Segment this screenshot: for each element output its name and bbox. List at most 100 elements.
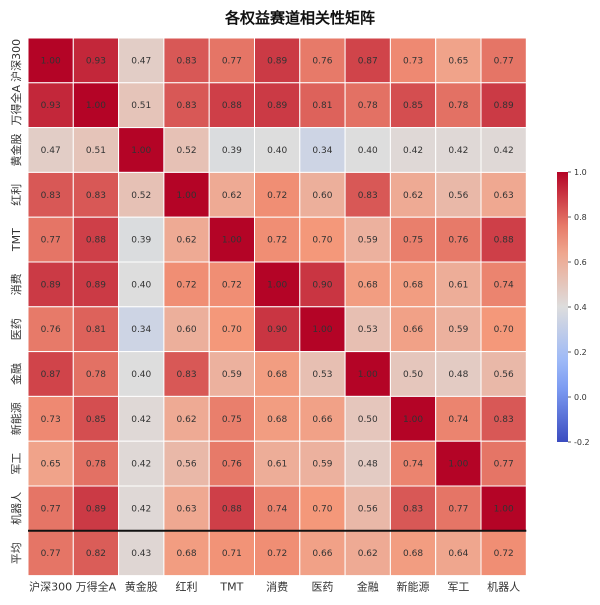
column-tick-label: 金融 <box>357 580 379 594</box>
cell-value-label: 0.70 <box>494 325 514 335</box>
heatmap-cell <box>27 261 74 308</box>
cell-value-label: 0.78 <box>86 460 106 470</box>
heatmap-cell <box>72 37 120 84</box>
heatmap-cell <box>480 82 527 129</box>
heatmap-cell <box>344 82 391 129</box>
row-tick-label: 万得全A <box>9 84 23 125</box>
row-tick-label: 消费 <box>9 273 23 295</box>
heatmap-cell <box>435 82 482 129</box>
heatmap-cell <box>254 37 301 84</box>
colorbar: 1.0 0.8 0.6 0.4 0.2 0.0 -0.2 <box>557 168 590 447</box>
cell-value-label: 0.93 <box>41 101 61 111</box>
cell-value-label: 1.00 <box>222 236 242 246</box>
row-tick-label: 金融 <box>9 363 23 385</box>
cell-value-label: 0.59 <box>312 460 332 470</box>
column-tick-label: 新能源 <box>397 580 430 594</box>
cell-value-label: 0.40 <box>358 146 378 156</box>
cell-value-label: 0.68 <box>403 549 423 559</box>
heatmap-cell <box>254 171 301 218</box>
heatmap-cell <box>208 485 255 532</box>
cell-value-label: 0.90 <box>267 325 287 335</box>
heatmap-cell <box>27 395 74 442</box>
heatmap-cell <box>344 306 391 353</box>
heatmap-cell <box>72 306 120 353</box>
heatmap-cell <box>389 306 437 353</box>
colorbar-tick-label: 1.0 <box>574 168 587 177</box>
cell-value-label: 0.39 <box>131 236 151 246</box>
column-tick-label: TMT <box>219 581 243 594</box>
cell-value-label: 0.63 <box>177 504 197 514</box>
cell-value-label: 0.59 <box>222 370 242 380</box>
cell-value-label: 0.60 <box>177 325 197 335</box>
colorbar-tick-label: 0.8 <box>574 213 587 222</box>
cell-value-label: 0.76 <box>448 236 468 246</box>
cell-value-label: 0.83 <box>177 56 197 66</box>
heatmap-cell <box>480 306 527 353</box>
cell-value-label: 0.62 <box>222 191 242 201</box>
cell-value-label: 0.85 <box>403 101 423 111</box>
cell-value-label: 1.00 <box>177 191 197 201</box>
cell-value-label: 0.68 <box>403 280 423 290</box>
heatmap-cell <box>480 395 527 442</box>
cell-value-label: 0.62 <box>403 191 423 201</box>
colorbar-tick-label: -0.2 <box>574 438 590 447</box>
cell-value-label: 0.50 <box>403 370 423 380</box>
cell-value-label: 0.52 <box>177 146 197 156</box>
cell-value-label: 0.89 <box>267 101 287 111</box>
row-tick-label: 军工 <box>10 453 23 475</box>
cell-value-label: 0.72 <box>267 549 287 559</box>
heatmap-cell <box>72 485 120 532</box>
row-tick-label: 沪深300 <box>9 39 23 82</box>
cell-value-label: 0.42 <box>131 415 151 425</box>
column-tick-label: 医药 <box>311 581 333 594</box>
cell-value-label: 0.87 <box>41 370 61 380</box>
heatmap-cell <box>299 395 346 442</box>
cell-value-label: 0.68 <box>267 415 287 425</box>
cell-value-label: 0.51 <box>86 146 106 156</box>
heatmap-cell <box>118 171 165 218</box>
heatmap-cell <box>389 216 437 263</box>
heatmap-cell <box>254 216 301 263</box>
heatmap-cell <box>254 485 301 532</box>
heatmap-cell <box>435 485 482 532</box>
cell-value-label: 0.83 <box>403 504 423 514</box>
heatmap-cell <box>27 127 74 173</box>
cell-value-label: 0.47 <box>131 56 151 66</box>
colorbar-tick-label: 0.2 <box>574 348 587 357</box>
row-tick-label: 红利 <box>10 184 23 206</box>
colorbar-tick-label: 0.0 <box>574 393 587 402</box>
cell-value-label: 0.42 <box>131 460 151 470</box>
cell-value-label: 1.00 <box>448 460 468 470</box>
colorbar-tick-label: 0.6 <box>574 258 587 267</box>
row-tick-label: 黄金股 <box>9 134 23 167</box>
row-tick-label: 医药 <box>10 318 23 340</box>
cell-value-label: 0.66 <box>403 325 423 335</box>
cell-value-label: 0.64 <box>448 549 468 559</box>
heatmap-cell <box>299 530 346 577</box>
cell-value-label: 0.61 <box>267 460 287 470</box>
heatmap-cell <box>254 351 301 397</box>
heatmap-cell <box>389 440 437 487</box>
cell-value-label: 0.56 <box>358 504 378 514</box>
cell-value-label: 0.75 <box>222 415 242 425</box>
cell-value-label: 0.59 <box>448 325 468 335</box>
cell-value-label: 0.93 <box>86 56 106 66</box>
cell-value-label: 0.53 <box>358 325 378 335</box>
cell-value-label: 0.78 <box>358 101 378 111</box>
heatmap-cell <box>208 82 255 129</box>
heatmap-cell <box>27 306 74 353</box>
cell-value-label: 0.68 <box>358 280 378 290</box>
column-tick-label: 红利 <box>176 581 198 594</box>
cell-value-label: 0.62 <box>358 549 378 559</box>
cell-value-label: 0.77 <box>448 504 468 514</box>
cell-value-label: 0.72 <box>267 236 287 246</box>
heatmap-cell <box>299 216 346 263</box>
cell-value-label: 0.42 <box>131 504 151 514</box>
cell-value-label: 0.50 <box>358 415 378 425</box>
heatmap-cell <box>389 395 437 442</box>
cell-value-label: 0.65 <box>448 56 468 66</box>
cell-value-label: 0.40 <box>131 370 151 380</box>
heatmap-cell <box>299 306 346 353</box>
heatmap-cell <box>254 261 301 308</box>
